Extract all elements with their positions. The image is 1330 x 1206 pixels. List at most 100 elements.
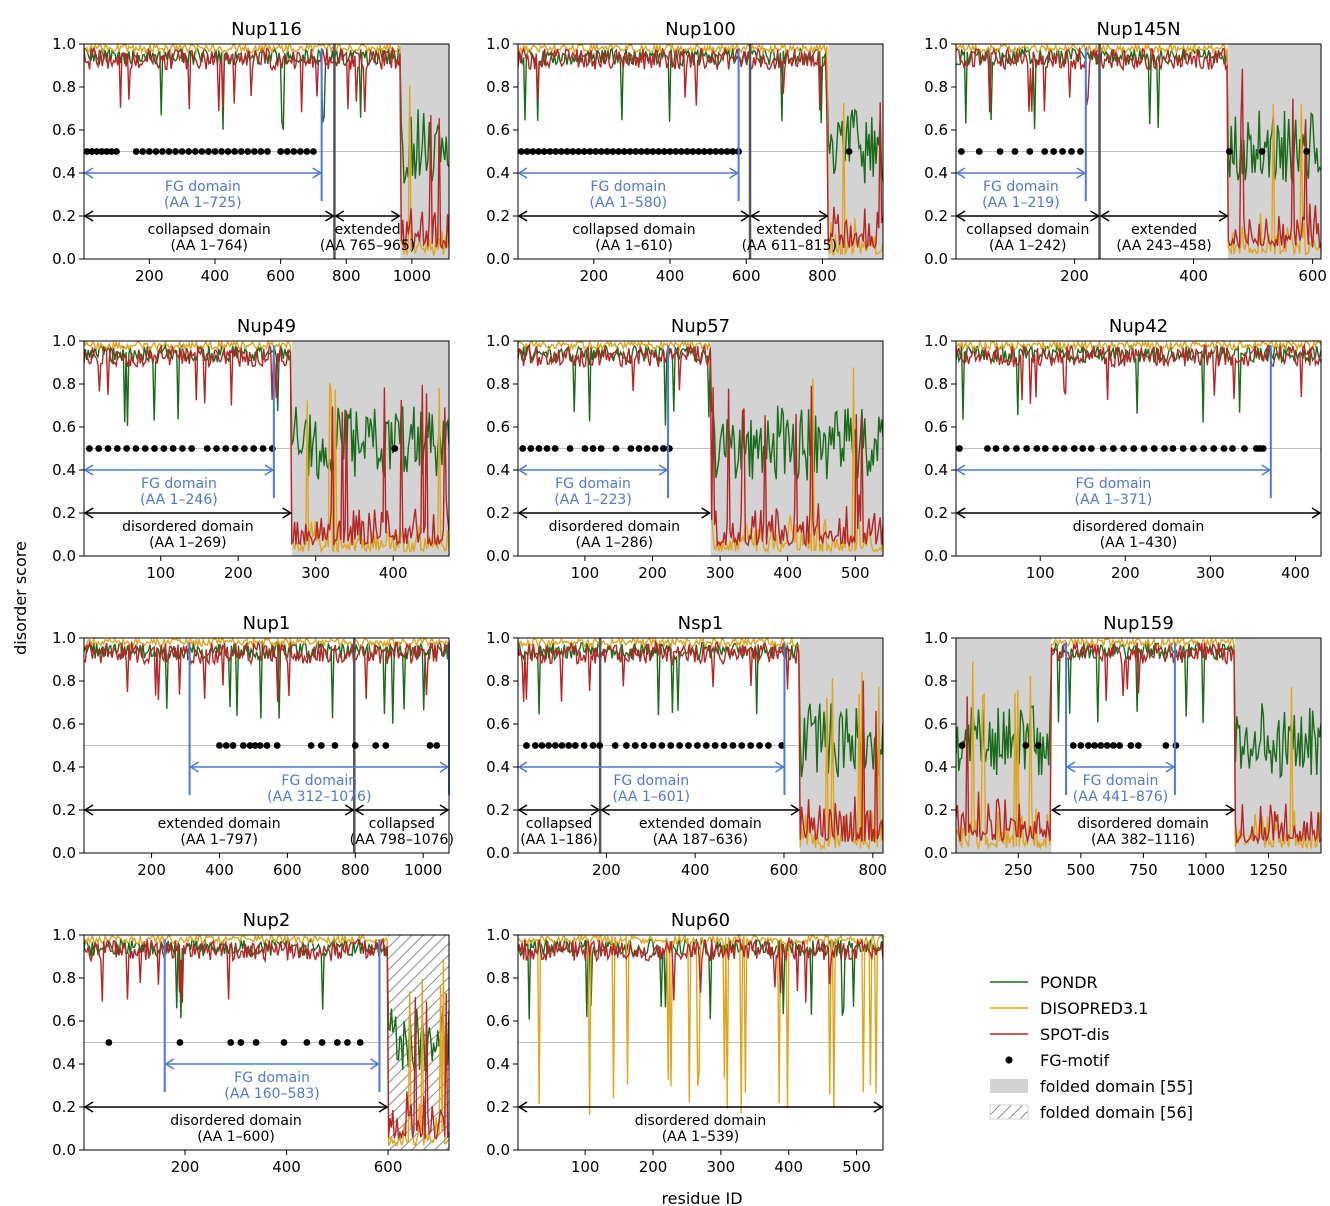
domain-arrow-head-left	[83, 507, 94, 519]
fg-arrow-head-left	[164, 1058, 175, 1070]
domain-label: (AA 611–815)	[742, 238, 837, 254]
y-tick-label: 0.4	[486, 1055, 510, 1073]
disopred-series	[518, 935, 883, 1115]
fg-motif-point	[676, 742, 684, 749]
fg-motif-point	[145, 148, 153, 155]
fg-motif-point	[580, 742, 588, 749]
fg-motif-point	[609, 148, 617, 155]
fg-motif-point	[718, 148, 725, 155]
domain-arrow-head-right	[590, 804, 601, 816]
x-tick-label: 1000	[393, 267, 431, 285]
y-tick-label: 0.0	[52, 547, 76, 565]
fg-motif-point	[638, 148, 645, 155]
fg-domain-label: FG domain	[141, 476, 217, 492]
x-tick-label: 200	[639, 1158, 668, 1176]
y-tick-label: 0.4	[52, 461, 76, 479]
x-tick-label: 400	[205, 861, 234, 879]
y-tick-label: 0.2	[52, 207, 76, 225]
fg-motif-point	[546, 148, 554, 155]
domain-arrow-head-left	[354, 804, 365, 816]
fg-motif-point	[658, 742, 666, 749]
fg-domain-label: (AA 1–580)	[590, 195, 668, 211]
legend-item-fg-motif: FG-motif	[1005, 1051, 1109, 1070]
fg-motif-point	[651, 445, 659, 452]
pondr-series	[518, 641, 883, 778]
x-tick-label: 200	[1060, 267, 1089, 285]
fg-motif-point	[203, 445, 211, 452]
fg-motif-point	[176, 1039, 184, 1046]
fg-motif-point	[1220, 445, 1228, 452]
fg-domain-label: (AA 1–219)	[982, 195, 1060, 211]
x-tick-label: 800	[858, 861, 887, 879]
y-tick-label: 0.6	[486, 1012, 510, 1030]
fg-motif-point	[169, 445, 177, 452]
y-tick-label: 0.0	[924, 250, 948, 268]
x-axis-label: residue ID	[661, 1189, 742, 1206]
fg-motif-point	[589, 445, 597, 452]
panel-title: Nup100	[665, 19, 736, 40]
fg-motif-point	[1052, 445, 1059, 452]
domain-label: (AA 1–797)	[180, 832, 258, 848]
fg-motif-point	[172, 148, 179, 155]
panel-title: Nup1	[243, 613, 291, 634]
y-tick-label: 0.2	[924, 504, 948, 522]
spot-series	[518, 937, 883, 1003]
fg-motif-point	[280, 1039, 288, 1046]
legend-item-folded-domain-56-: folded domain [56]	[989, 1103, 1193, 1122]
x-tick-label: 200	[224, 564, 253, 582]
y-tick-label: 0.6	[52, 418, 76, 436]
fg-motif-point	[257, 148, 265, 155]
domain-arrow-head-right	[1311, 507, 1322, 519]
subplots: FG domain(AA 1–725)collapsed domain(AA 1…	[52, 19, 1327, 1176]
fg-motif-point	[356, 1039, 364, 1046]
fg-motif-point	[1070, 445, 1078, 452]
fg-motif-point	[1011, 148, 1019, 155]
fg-motif-point	[1084, 742, 1092, 749]
fg-motif-point	[1050, 148, 1058, 155]
fg-domain-label: (AA 160–583)	[224, 1086, 319, 1102]
domain-arrow-head-right	[439, 804, 450, 816]
fg-motif-point	[1120, 445, 1128, 452]
y-tick-label: 0.6	[924, 121, 948, 139]
fg-motif-point	[227, 1039, 235, 1046]
fg-motif-point	[1002, 445, 1010, 452]
fg-motif-point	[95, 445, 103, 452]
domain-arrow-head-right	[790, 804, 801, 816]
fg-motif-point	[1140, 445, 1148, 452]
x-tick-label: 400	[379, 564, 408, 582]
fg-motif-point	[1127, 742, 1135, 749]
y-tick-label: 0.0	[486, 250, 510, 268]
y-tick-label: 1.0	[52, 629, 76, 647]
fg-motif-point	[712, 148, 720, 155]
x-tick-label: 400	[201, 267, 230, 285]
y-tick-label: 0.8	[486, 78, 510, 96]
fg-motif-point	[626, 148, 634, 155]
fg-motif-point	[1259, 445, 1267, 452]
fg-motif-point	[108, 148, 115, 155]
x-tick-label: 100	[1026, 564, 1055, 582]
fg-motif-point	[592, 148, 600, 155]
fg-arrow-head-right	[370, 1058, 380, 1070]
fg-motif-point	[1023, 445, 1031, 452]
fg-motif-point	[551, 445, 559, 452]
fg-motif-point	[603, 148, 611, 155]
domain-label: extended	[335, 222, 401, 238]
fg-arrow-head-left	[517, 464, 528, 476]
fg-motif-point	[152, 148, 160, 155]
fg-motif-point	[1026, 148, 1034, 155]
fg-motif-point	[132, 148, 140, 155]
fg-motif-point	[538, 742, 546, 749]
y-tick-label: 0.0	[486, 1141, 510, 1159]
y-tick-label: 0.6	[924, 418, 948, 436]
fg-motif-point	[185, 148, 193, 155]
legend-label: folded domain [56]	[1040, 1103, 1193, 1122]
fg-arrow-head-right	[1165, 761, 1176, 773]
fg-domain-label: FG domain	[555, 476, 631, 492]
y-tick-label: 0.4	[52, 758, 76, 776]
y-tick-label: 0.0	[924, 844, 948, 862]
fg-motif-point	[277, 148, 285, 155]
y-tick-label: 0.0	[52, 844, 76, 862]
spot-series	[518, 640, 883, 843]
x-tick-label: 400	[1281, 564, 1310, 582]
panel-title: Nup42	[1109, 316, 1168, 337]
